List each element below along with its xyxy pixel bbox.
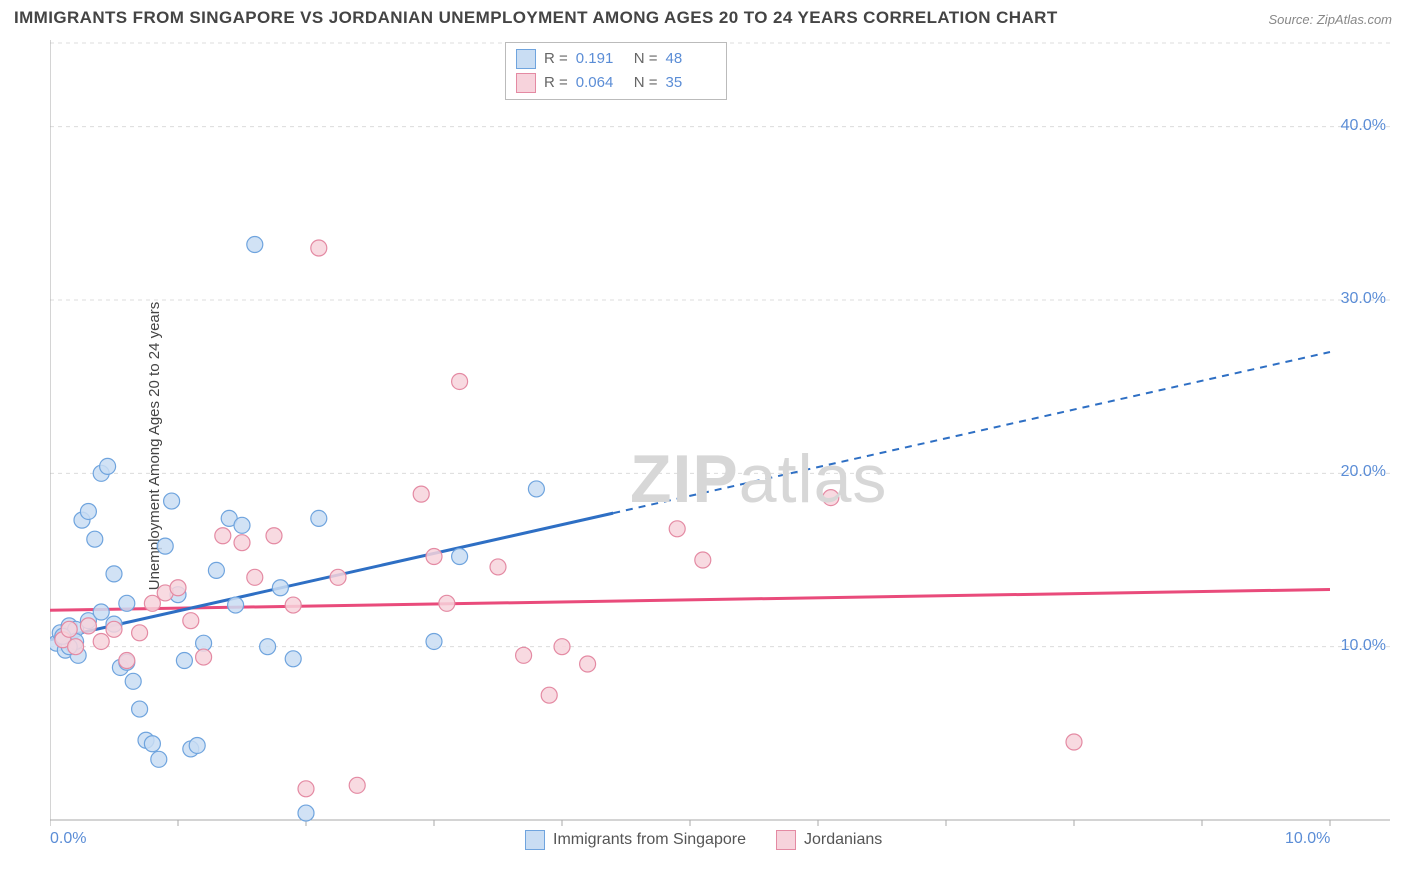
chart-title: IMMIGRANTS FROM SINGAPORE VS JORDANIAN U… [14,8,1058,28]
source-label: Source: ZipAtlas.com [1268,12,1392,27]
series-name: Jordanians [804,831,882,849]
x-tick-label: 10.0% [1285,830,1330,848]
y-tick-label: 30.0% [1341,290,1386,308]
series-legend-item: Jordanians [776,830,882,850]
legend-swatch [776,830,796,850]
legend-n-value: 35 [666,71,716,95]
y-tick-label: 20.0% [1341,463,1386,481]
legend-swatch [516,73,536,93]
legend-n-label: N = [634,47,658,71]
x-tick-label: 0.0% [50,830,86,848]
legend-row: R = 0.064 N = 35 [516,71,716,95]
y-tick-label: 40.0% [1341,117,1386,135]
legend-r-value: 0.191 [576,47,626,71]
y-tick-label: 10.0% [1341,637,1386,655]
series-legend: Immigrants from Singapore Jordanians [525,830,882,850]
plot-area: ZIPatlas R = 0.191 N = 48 R = 0.064 N = … [50,40,1390,850]
legend-swatch [516,49,536,69]
legend-r-label: R = [544,71,568,95]
chart-svg [50,40,1390,850]
legend-n-value: 48 [666,47,716,71]
correlation-legend: R = 0.191 N = 48 R = 0.064 N = 35 [505,42,727,100]
legend-swatch [525,830,545,850]
series-name: Immigrants from Singapore [553,831,746,849]
legend-r-value: 0.064 [576,71,626,95]
legend-n-label: N = [634,71,658,95]
legend-row: R = 0.191 N = 48 [516,47,716,71]
series-legend-item: Immigrants from Singapore [525,830,746,850]
legend-r-label: R = [544,47,568,71]
